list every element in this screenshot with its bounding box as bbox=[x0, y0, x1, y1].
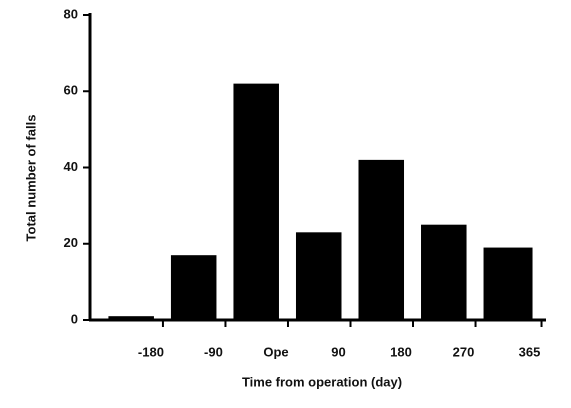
bar bbox=[170, 255, 217, 320]
x-axis-label: Time from operation (day) bbox=[242, 374, 402, 389]
bar bbox=[358, 159, 405, 320]
bar bbox=[233, 83, 279, 320]
bar bbox=[108, 316, 154, 320]
x-tick-label: 90 bbox=[331, 344, 345, 359]
x-tick-label: 270 bbox=[453, 344, 475, 359]
bar bbox=[483, 247, 533, 320]
y-tick-label: 20 bbox=[64, 235, 78, 250]
y-tick-label: 60 bbox=[64, 83, 78, 98]
x-tick-label: -90 bbox=[204, 344, 223, 359]
y-tick-label: 80 bbox=[64, 6, 78, 21]
x-tick-label: Ope bbox=[263, 344, 288, 359]
x-tick-label: -180 bbox=[138, 344, 164, 359]
x-tick-label: 365 bbox=[519, 344, 541, 359]
x-tick-label: 180 bbox=[390, 344, 412, 359]
y-axis-label: Total number of falls bbox=[23, 115, 38, 242]
y-tick-label: 40 bbox=[64, 159, 78, 174]
y-tick-label: 0 bbox=[71, 311, 78, 326]
bar bbox=[295, 232, 342, 320]
bar bbox=[421, 224, 467, 320]
